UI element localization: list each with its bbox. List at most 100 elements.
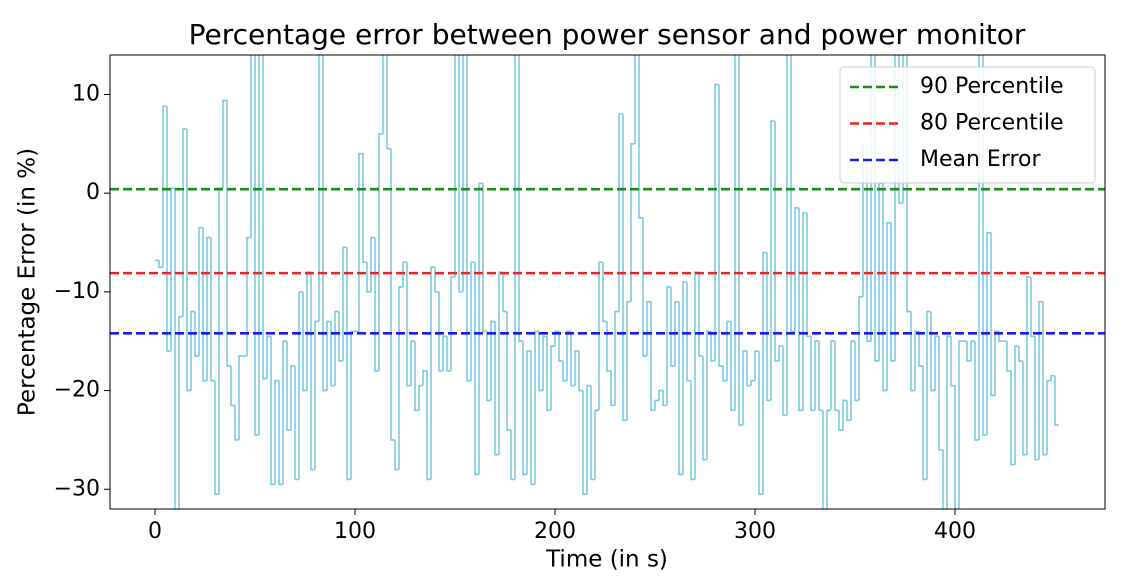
step-segment: [766, 252, 771, 402]
step-segment: [334, 310, 339, 386]
step-segment: [506, 311, 511, 431]
step-segment: [630, 143, 635, 302]
x-axis-label: Time (in s): [545, 547, 668, 573]
step-segment: [522, 341, 527, 476]
step-segment: [342, 246, 347, 361]
step-segment: [554, 330, 559, 347]
step-segment: [642, 217, 647, 357]
step-segment: [1018, 346, 1023, 362]
step-segment: [610, 370, 615, 407]
x-tick-label: 0: [148, 519, 162, 544]
step-segment: [974, 341, 979, 441]
step-segment: [1042, 301, 1047, 456]
step-segment: [270, 336, 275, 486]
step-segment: [226, 100, 231, 367]
y-tick-label: 10: [72, 81, 100, 106]
y-tick-label: −30: [54, 476, 100, 501]
step-segment: [394, 439, 399, 471]
step-segment: [230, 365, 235, 407]
step-segment: [326, 320, 331, 391]
step-segment: [998, 331, 1003, 343]
step-segment: [222, 99, 227, 189]
step-segment: [214, 380, 219, 495]
step-segment: [282, 340, 287, 485]
step-segment: [810, 336, 815, 412]
step-segment: [690, 380, 695, 481]
step-segment: [298, 291, 303, 480]
step-segment: [758, 351, 763, 495]
step-segment: [590, 385, 595, 481]
step-segment: [754, 350, 759, 381]
step-segment: [770, 120, 775, 401]
step-segment: [658, 389, 663, 401]
y-tick-label: −20: [54, 378, 100, 403]
step-segment: [314, 320, 319, 470]
step-segment: [646, 300, 651, 357]
step-segment: [994, 330, 999, 396]
step-segment: [286, 341, 291, 431]
step-segment: [594, 409, 599, 480]
step-segment: [702, 356, 707, 461]
step-segment: [850, 340, 855, 421]
step-segment: [634, 55, 636, 144]
x-tick-label: 400: [934, 519, 976, 544]
step-segment: [922, 365, 927, 481]
step-segment: [198, 226, 203, 357]
step-segment: [290, 365, 295, 431]
step-segment: [854, 341, 859, 402]
step-segment: [158, 260, 163, 268]
step-segment: [254, 55, 259, 436]
step-segment: [374, 237, 379, 372]
step-segment: [890, 222, 895, 362]
step-segment: [930, 311, 935, 392]
step-segment: [1054, 375, 1059, 426]
step-segment: [926, 310, 931, 480]
step-segment: [794, 207, 799, 332]
step-segment: [762, 251, 767, 495]
step-segment: [614, 310, 619, 406]
step-segment: [1022, 360, 1027, 456]
step-segment: [218, 187, 223, 495]
step-segment: [1038, 300, 1043, 460]
step-segment: [722, 365, 727, 382]
step-segment: [210, 237, 215, 382]
step-segment: [650, 301, 655, 412]
step-segment: [622, 114, 627, 421]
x-tick-label: 300: [734, 519, 776, 544]
step-segment: [538, 331, 543, 392]
step-segment: [818, 341, 823, 412]
step-segment: [898, 55, 903, 204]
step-segment: [442, 335, 447, 371]
step-segment: [870, 55, 872, 342]
step-segment: [686, 282, 691, 382]
step-segment: [266, 335, 271, 379]
step-segment: [730, 321, 735, 412]
step-segment: [778, 345, 783, 361]
step-segment: [338, 311, 343, 362]
step-segment: [782, 346, 787, 417]
step-segment: [914, 330, 919, 391]
step-segment: [602, 262, 607, 323]
step-segment: [426, 370, 431, 481]
step-segment: [190, 310, 195, 391]
step-segment: [234, 405, 239, 441]
step-segment: [954, 385, 956, 509]
step-segment: [934, 335, 939, 391]
step-segment: [518, 55, 523, 343]
x-tick-label: 200: [534, 519, 576, 544]
step-segment: [438, 291, 443, 372]
step-segment: [678, 301, 683, 476]
step-segment: [726, 320, 731, 381]
step-segment: [1010, 370, 1015, 466]
step-segment: [382, 55, 384, 134]
step-segment: [618, 113, 623, 312]
y-axis-label: Percentage Error (in %): [15, 148, 41, 416]
step-segment: [250, 55, 252, 238]
step-segment: [674, 300, 679, 366]
legend-label: Mean Error: [920, 147, 1042, 172]
step-segment: [202, 227, 207, 382]
step-segment: [966, 341, 971, 362]
step-segment: [558, 331, 563, 362]
step-segment: [682, 281, 687, 475]
